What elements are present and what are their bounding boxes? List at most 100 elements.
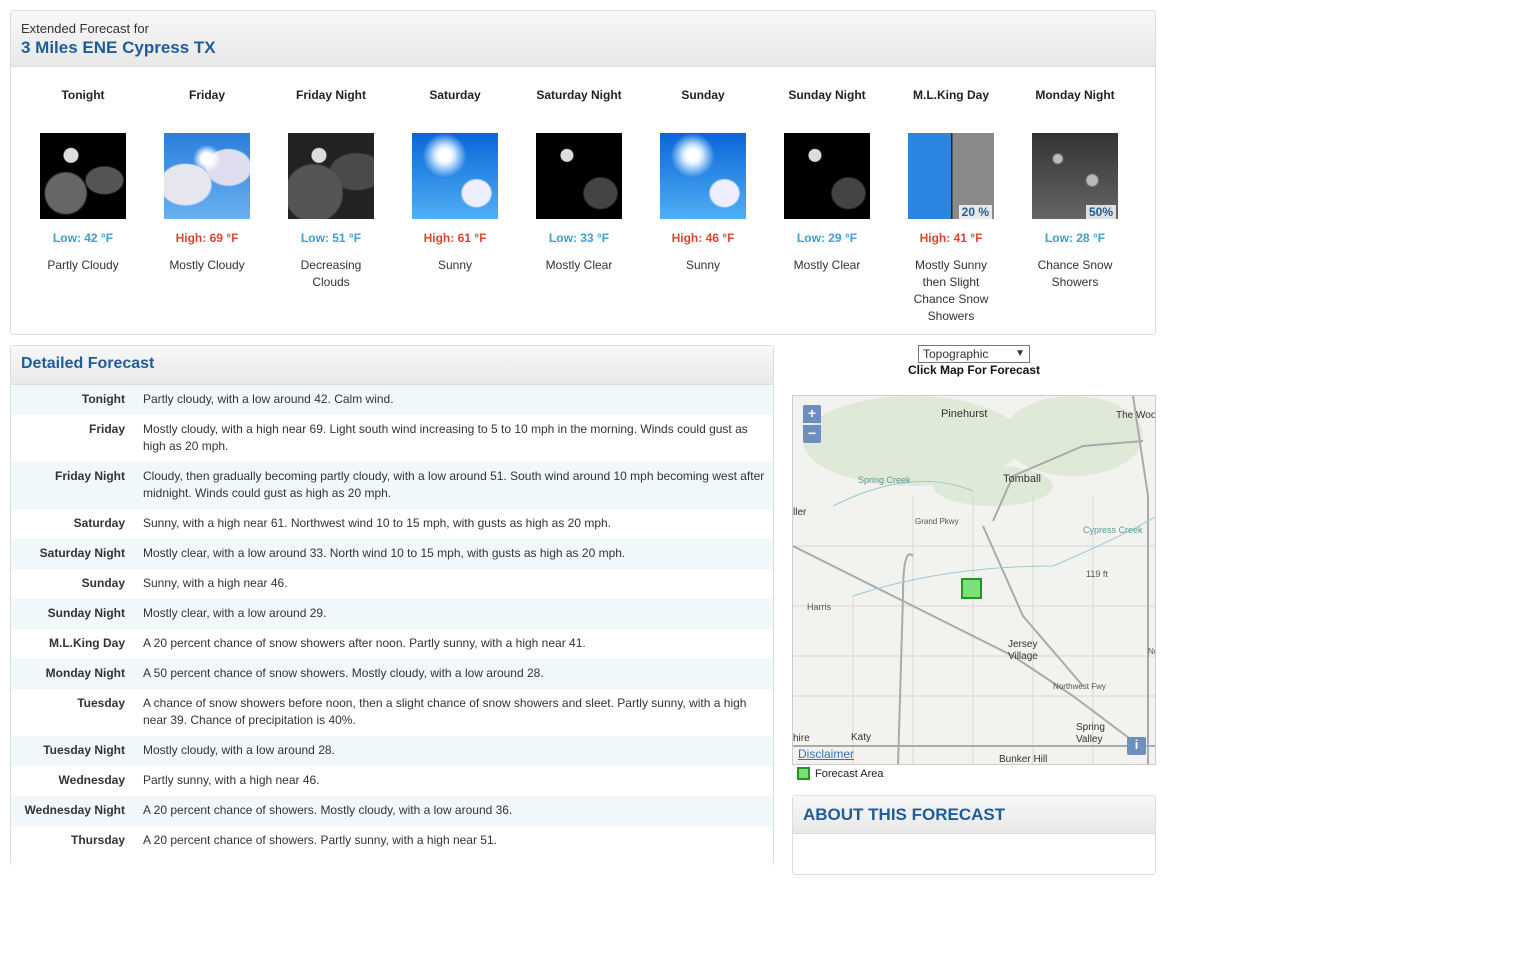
period-temp: High: 46 °F — [671, 231, 735, 245]
row-text: Sunny, with a high near 46. — [143, 576, 288, 590]
row-text: Sunny, with a high near 61. Northwest wi… — [143, 516, 612, 530]
map-place-label: Pinehurst — [941, 408, 988, 420]
night-partly-cloudy-icon — [40, 133, 126, 219]
row-text: A 20 percent chance of showers. Partly s… — [143, 833, 497, 847]
period-name: Friday — [188, 88, 225, 102]
row-label: Tonight — [81, 392, 125, 406]
row-label: Saturday — [73, 516, 125, 530]
forecast-row: Saturday Night Mostly clear, with a low a… — [11, 539, 773, 569]
row-text: A 20 percent chance of snow showers afte… — [143, 636, 586, 650]
mostly-cloudy-icon — [164, 133, 250, 219]
row-label: Friday — [88, 422, 125, 436]
zoom-out-button[interactable]: − — [803, 425, 821, 443]
location-title: 3 Miles ENE Cypress TX — [21, 38, 216, 57]
forecast-row: Thursday A 20 percent chance of showers. … — [11, 826, 773, 856]
period-name: M.L.King Day — [912, 88, 989, 102]
row-label: Monday Night — [45, 666, 125, 680]
map-place-label: Spring Valley — [1076, 722, 1105, 745]
sunny-icon — [660, 133, 746, 219]
period-temp: Low: 29 °F — [796, 231, 858, 245]
map-place-label: Bunker Hill — [999, 754, 1048, 765]
row-text: Mostly clear, with a low around 29. — [143, 606, 327, 620]
period-column: M.L.King Day 20 % High: 41 °F Mostly Sun… — [889, 77, 1013, 325]
period-name: Tonight — [61, 88, 105, 102]
forecast-row: Sunday Sunny, with a high near 46. — [11, 569, 773, 599]
period-desc: Mostly Cloudy — [169, 258, 245, 272]
map-place-label: Jersey Village — [1008, 639, 1038, 662]
period-temp: Low: 51 °F — [300, 231, 362, 245]
snow-icon: 50% — [1032, 133, 1118, 219]
zoom-in-button[interactable]: + — [803, 405, 821, 423]
forecast-row: Wednesday Night A 20 percent chance of sh… — [11, 796, 773, 826]
forecast-map[interactable]: Pinehurst Tomball Jersey Village Spring Val… — [792, 395, 1156, 765]
map-place-label: hire — [793, 733, 810, 744]
period-desc: Mostly Sunny then Slight Chance Snow Sho… — [913, 258, 989, 323]
period-column: Sunday High: 46 °F Sunny — [641, 77, 765, 325]
info-button[interactable]: i — [1127, 737, 1146, 755]
map-highways — [793, 396, 1155, 764]
forecast-row: Monday Night A 50 percent chance of snow … — [11, 659, 773, 689]
disclaimer-link[interactable]: Disclaimer — [798, 747, 855, 761]
forecast-row: Sunday Night Mostly clear, with a low aro… — [11, 599, 773, 629]
precip-chance: 20 % — [958, 205, 992, 219]
period-name: Monday Night — [1035, 88, 1115, 102]
map-legend: Forecast Area — [797, 767, 883, 780]
map-rivers — [832, 480, 1155, 597]
row-text: Partly sunny, with a high near 46. — [143, 773, 320, 787]
period-desc: Chance Snow Showers — [1037, 258, 1113, 289]
map-place-label: ller — [793, 507, 807, 518]
chevron-down-icon: ▼ — [1015, 348, 1025, 359]
row-text: Mostly cloudy, with a high near 69. Ligh… — [143, 422, 748, 453]
map-place-label: Northwest Fwy — [1053, 682, 1106, 691]
period-column: Saturday Night Low: 33 °F Mostly Clear — [517, 77, 641, 325]
row-label: Sunday Night — [47, 606, 125, 620]
period-desc: Decreasing Clouds — [300, 258, 362, 289]
map-place-label: Katy — [851, 732, 872, 743]
period-temp: Low: 42 °F — [52, 231, 114, 245]
forecast-row: Tuesday A chance of snow showers before n… — [11, 689, 773, 736]
row-label: Tuesday — [77, 696, 125, 710]
period-temp: High: 61 °F — [423, 231, 487, 245]
period-temp: Low: 28 °F — [1044, 231, 1106, 245]
row-label: Wednesday Night — [24, 803, 125, 817]
period-name: Sunday Night — [788, 88, 866, 102]
period-desc: Sunny — [437, 258, 473, 272]
period-column: Friday High: 69 °F Mostly Cloudy — [145, 77, 269, 325]
forecast-row: Friday Night Cloudy, then gradually becom… — [11, 462, 773, 509]
map-canvas — [793, 396, 1155, 764]
detailed-forecast-panel: Detailed Forecast Tonight Partly cloudy, … — [10, 345, 774, 865]
map-streets — [793, 496, 1155, 764]
map-layer-select[interactable]: Topographic ▼ — [918, 345, 1030, 363]
detailed-forecast-title: Detailed Forecast — [11, 346, 773, 385]
forecast-subtitle: Extended Forecast for — [21, 21, 149, 36]
period-column: Tonight Low: 42 °F Partly Cloudy — [21, 77, 145, 325]
row-text: Mostly cloudy, with a low around 28. — [143, 743, 335, 757]
map-place-label: 119 ft — [1086, 569, 1108, 579]
sunny-then-snow-icon: 20 % — [908, 133, 994, 219]
row-text: A 20 percent chance of showers. Mostly c… — [143, 803, 513, 817]
map-place-label: Tomball — [1003, 473, 1041, 485]
sunny-icon — [412, 133, 498, 219]
map-place-label: North Fwy — [1148, 647, 1155, 656]
map-place-label: Grand Pkwy — [915, 517, 959, 526]
night-clear-icon — [536, 133, 622, 219]
row-label: M.L.King Day — [48, 636, 125, 650]
row-text: A chance of snow showers before noon, th… — [143, 696, 747, 727]
period-desc: Mostly Clear — [545, 258, 613, 272]
about-forecast-title: ABOUT THIS FORECAST — [793, 796, 1155, 834]
period-name: Sunday — [681, 88, 725, 102]
map-place-label: Spring Creek — [858, 475, 911, 485]
forecast-row: Friday Mostly cloudy, with a high near 69… — [11, 415, 773, 462]
forecast-area-marker[interactable] — [961, 578, 982, 599]
row-text: A 50 percent chance of snow showers. Mos… — [143, 666, 544, 680]
map-instruction: Click Map For Forecast — [907, 363, 1041, 377]
forecast-row: M.L.King Day A 20 percent chance of snow … — [11, 629, 773, 659]
row-label: Sunday — [81, 576, 125, 590]
map-place-label: Harris — [807, 602, 831, 612]
map-greenery — [803, 396, 1143, 506]
row-label: Wednesday — [58, 773, 125, 787]
map-layer-value: Topographic — [923, 347, 989, 361]
period-column: Friday Night Low: 51 °F Decreasing Cloud… — [269, 77, 393, 325]
period-temp: High: 69 °F — [175, 231, 239, 245]
period-temp: High: 41 °F — [919, 231, 983, 245]
